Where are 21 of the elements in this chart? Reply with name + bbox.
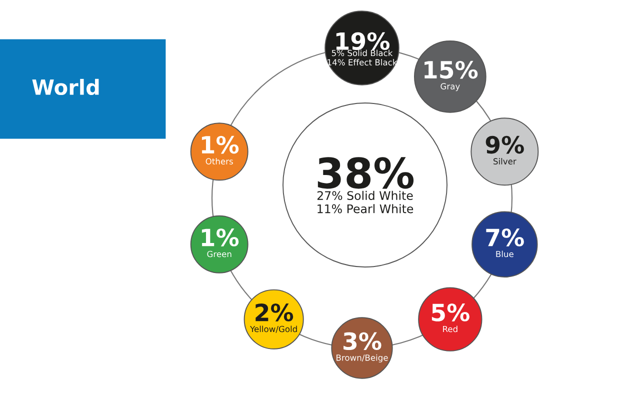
data-label: 3%	[344, 332, 382, 350]
data-label: 1%	[202, 136, 239, 154]
data-label: 9%	[486, 136, 524, 154]
data-label: 15%	[424, 60, 478, 79]
category-label: Red	[443, 326, 458, 332]
data-label: 1%	[202, 228, 239, 246]
data-label: 38%	[318, 157, 414, 189]
data-label: 19%	[336, 32, 390, 50]
category-label: Blue	[496, 250, 514, 258]
category-label: Others	[206, 158, 233, 164]
category-label: Yellow/Gold	[250, 326, 297, 333]
category-label: 5% Solid Black 14% Effect Black	[328, 50, 398, 66]
text: World	[32, 78, 99, 96]
category-label: Brown/Beige	[336, 354, 388, 362]
category-label: Gray	[440, 83, 460, 92]
data-label: 7%	[486, 228, 524, 246]
data-label: 2%	[256, 304, 294, 322]
category-label: 27% Solid White 11% Pearl White	[317, 190, 414, 214]
data-label: 5%	[432, 304, 470, 322]
category-label: Green	[207, 250, 232, 258]
category-label: Silver	[494, 158, 516, 164]
